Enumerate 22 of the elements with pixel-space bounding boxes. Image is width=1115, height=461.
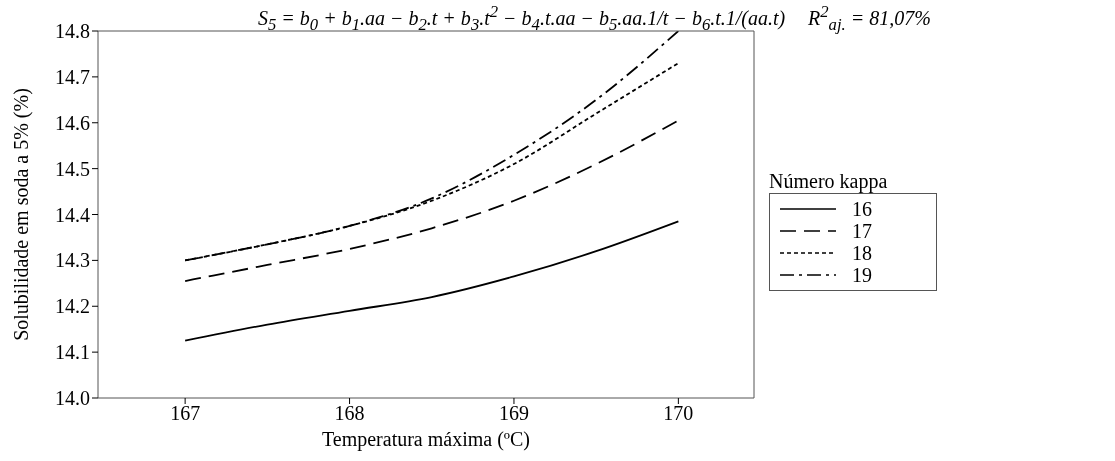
- y-tick-label: 14.2: [55, 295, 90, 318]
- y-tick-label: 14.0: [55, 387, 90, 410]
- y-tick-label: 14.1: [55, 341, 90, 364]
- y-tick-label: 14.8: [55, 20, 90, 43]
- chart-title: S$_{5}$ = b$_{0}$ + b$_{1}$.aa − b$_{2}$.t + b$_{3}$.t$^{2}$ − b$_{4}$.t.aa − b$_{5}$.aa.1/t − b$_{6}$.t.1/(aa.t): [258, 2, 786, 34]
- legend-label: 18: [852, 241, 872, 265]
- x-tick-label: 169: [498, 402, 529, 425]
- y-tick-label: 14.6: [55, 111, 90, 134]
- y-tick-label: 14.5: [55, 157, 90, 180]
- legend-label: 16: [852, 197, 872, 221]
- y-tick-label: 14.7: [55, 65, 90, 88]
- y-axis-title: Solubilidade em soda a 5% (%): [10, 88, 33, 341]
- legend-label: 19: [852, 263, 872, 287]
- x-tick-label: 170: [663, 402, 694, 425]
- y-tick-label: 14.4: [55, 203, 90, 226]
- x-axis-title: Temperatura máxima (ºC): [321, 428, 531, 451]
- text: R$^{2}$$_{aj.}$ = 81,07%: [808, 2, 931, 35]
- x-tick-label: 168: [334, 402, 365, 425]
- legend-label: 17: [852, 219, 872, 243]
- x-tick-label: 167: [170, 402, 201, 425]
- legend-title: Número kappa: [769, 170, 889, 193]
- y-tick-label: 14.3: [55, 249, 90, 272]
